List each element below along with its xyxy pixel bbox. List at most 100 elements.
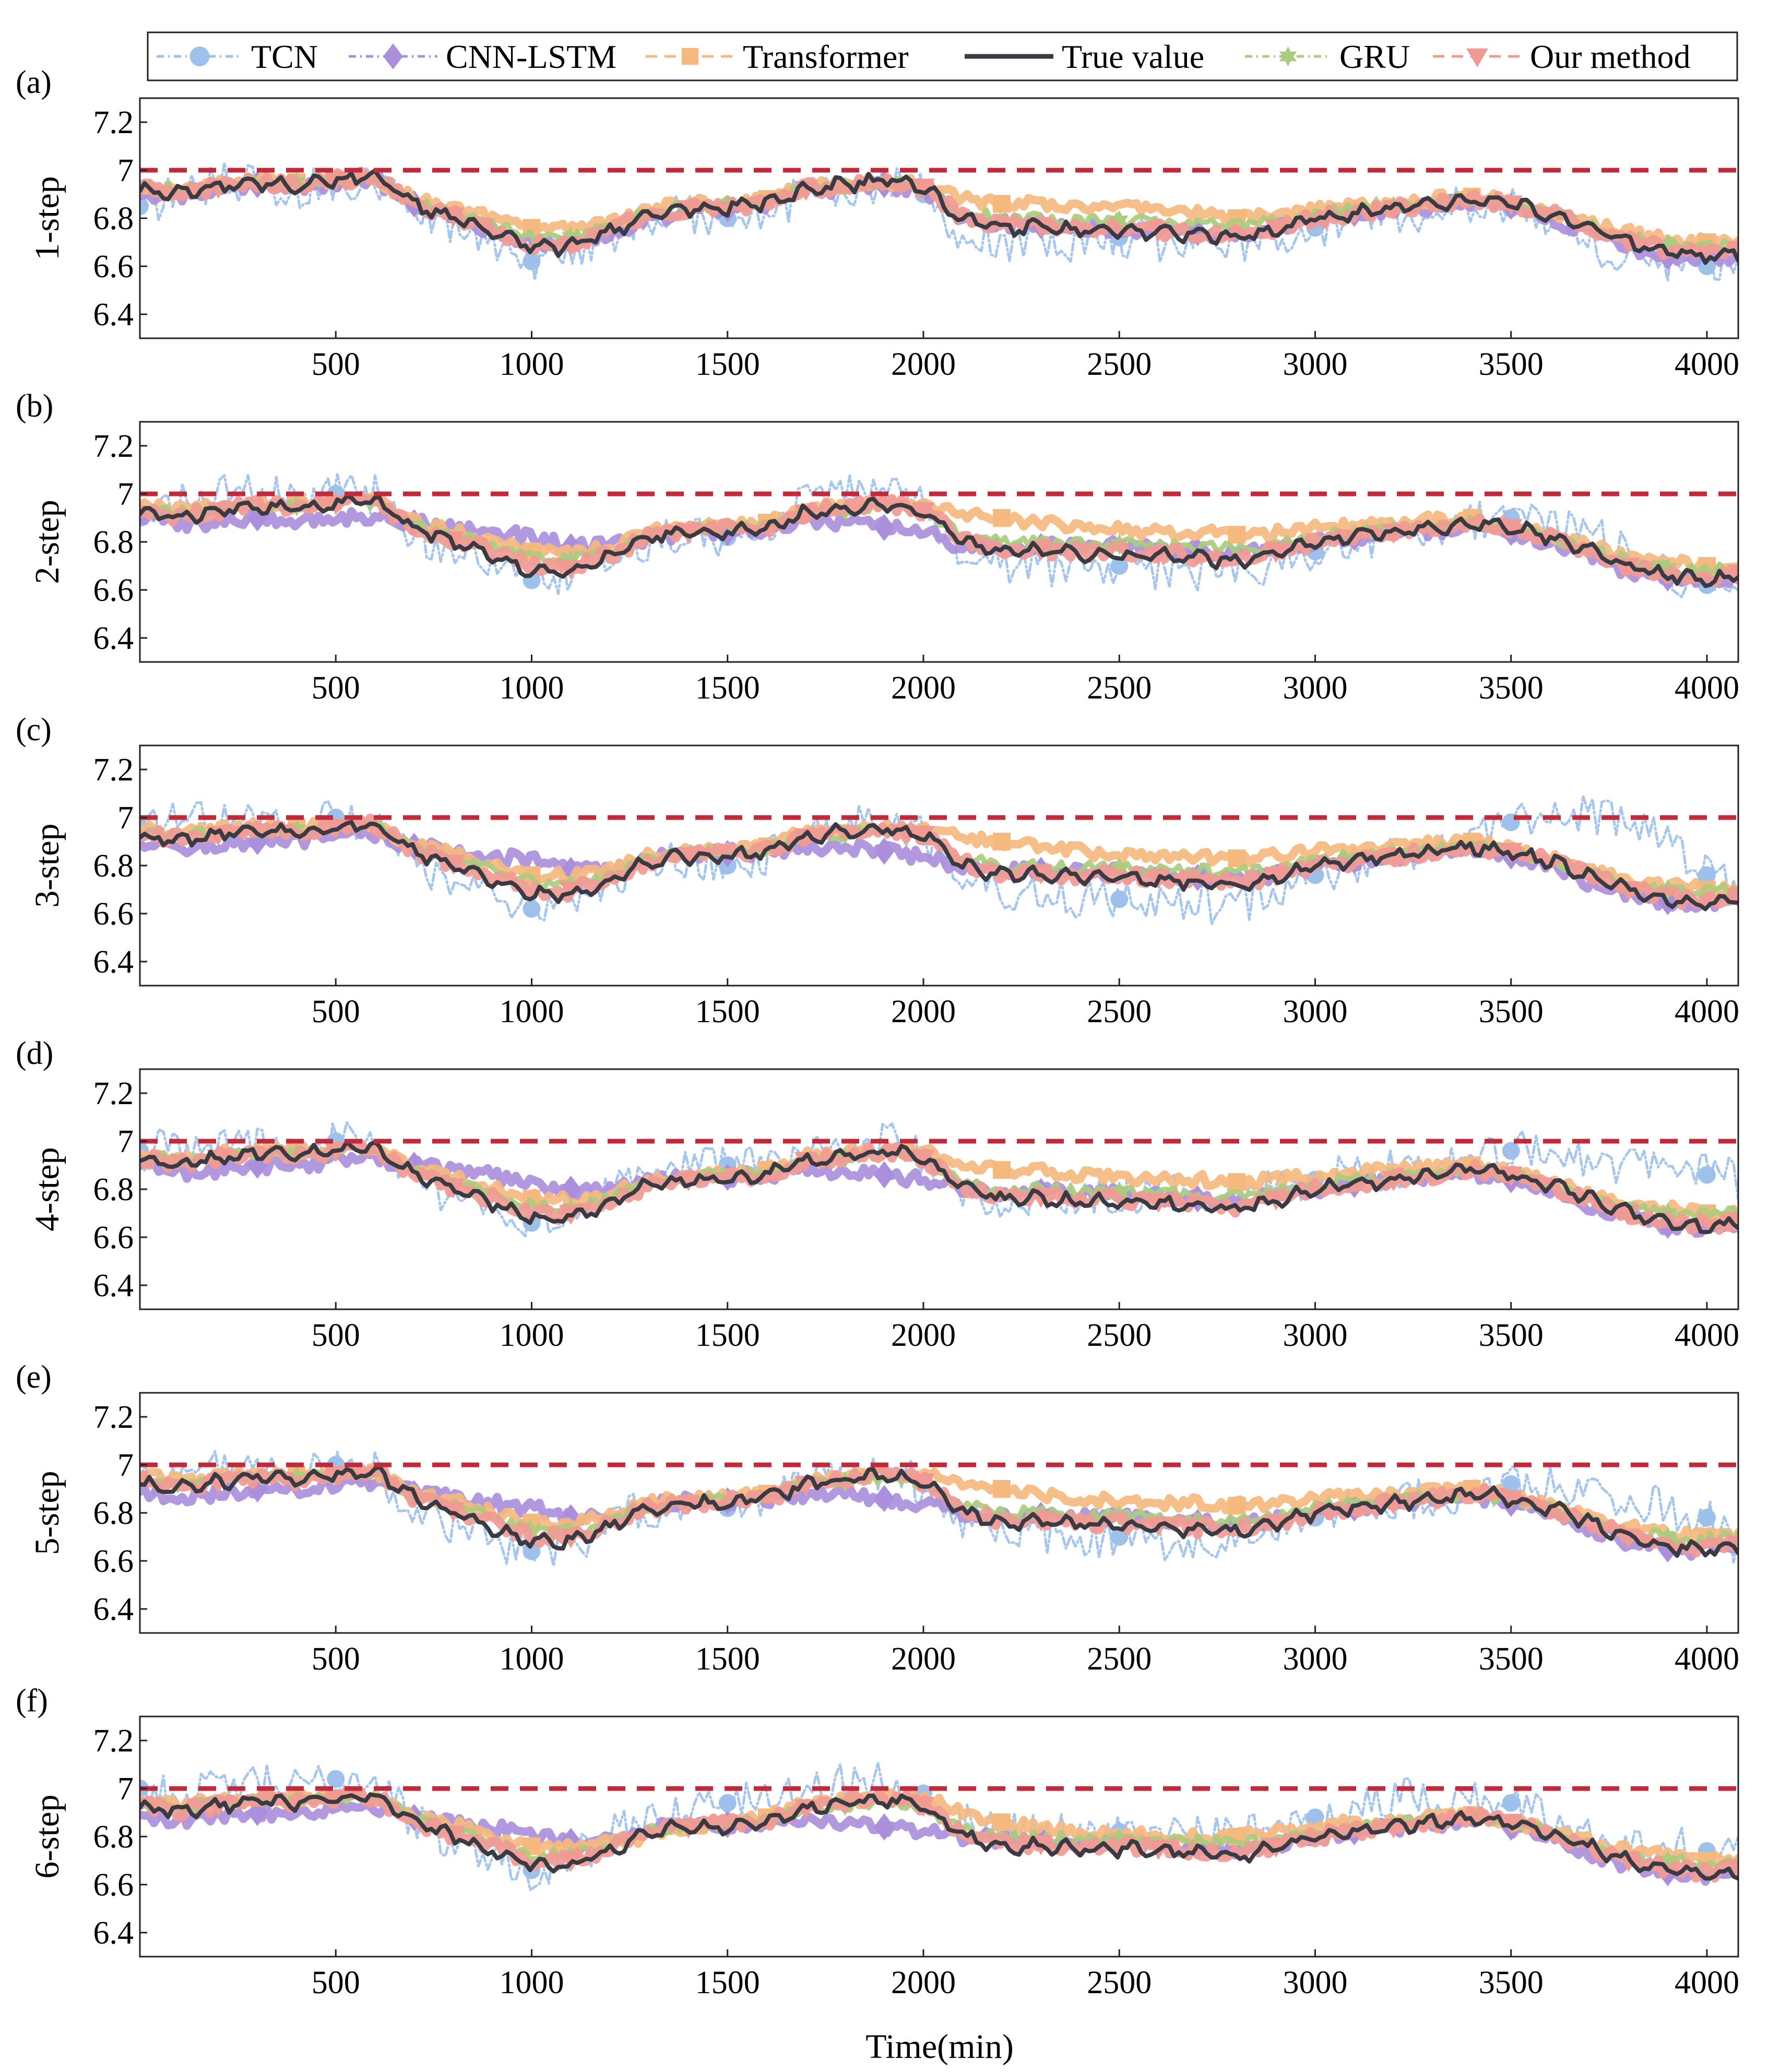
point-cnn_lstm (873, 837, 895, 865)
point-transformer (1228, 526, 1246, 544)
panel-label: (d) (16, 1036, 53, 1071)
y-axis-label: 5-step (28, 1471, 66, 1555)
point-gru (1658, 234, 1677, 255)
x-tick-label: 1000 (499, 347, 564, 382)
series-true_value (140, 1792, 1738, 1881)
x-tick-label: 2500 (1087, 1641, 1152, 1677)
point-tcn (327, 1770, 345, 1788)
y-tick-label: 6.8 (93, 1172, 134, 1207)
x-tick-label: 4000 (1675, 347, 1739, 382)
y-tick-label: 7.2 (93, 1400, 134, 1435)
panel-4: 6.4 6.6 6.8 7 7.2 500 1000 1500 2000 2500 3000 3500… (16, 1036, 1739, 1353)
point-ours (1499, 1814, 1523, 1834)
legend-label-true_value: True value (1062, 38, 1204, 75)
y-tick-label: 7 (117, 1771, 134, 1807)
point-gru (1658, 558, 1677, 579)
y-tick-label: 6.8 (93, 1819, 134, 1855)
point-ours (911, 1150, 935, 1170)
y-tick-label: 6.8 (93, 1496, 134, 1531)
x-tick-label: 1500 (695, 1641, 760, 1677)
point-transformer (993, 1480, 1011, 1498)
x-tick-label: 500 (312, 347, 360, 382)
x-tick-label: 1500 (695, 347, 760, 382)
legend-marker-tcn (189, 46, 210, 66)
x-tick-label: 3500 (1479, 1318, 1544, 1353)
y-tick-label: 7 (117, 800, 134, 836)
point-ours (1499, 1490, 1523, 1510)
legend-label-cnn_lstm: CNN-LSTM (446, 38, 616, 75)
plot-area-6 (140, 1761, 1738, 1891)
y-tick-label: 6.6 (93, 1544, 134, 1579)
legend-item-transformer: Transformer (646, 38, 909, 75)
x-tick-label: 500 (312, 1965, 360, 2000)
panel-3: 6.4 6.6 6.8 7 7.2 500 1000 1500 2000 2500 3000 3500… (16, 712, 1739, 1029)
x-tick-label: 3500 (1479, 1641, 1544, 1677)
point-gru (1110, 1828, 1129, 1850)
legend-label-ours: Our method (1530, 38, 1691, 75)
x-tick-label: 3000 (1283, 347, 1347, 382)
panel-label: (e) (16, 1359, 52, 1395)
x-tick-label: 3500 (1479, 994, 1544, 1029)
x-tick-label: 1000 (499, 670, 564, 706)
panel-2: 6.4 6.6 6.8 7 7.2 500 1000 1500 2000 2500 3000 3500… (16, 388, 1739, 706)
legend-marker-gru (1279, 46, 1297, 66)
y-axis-label: 4-step (28, 1147, 66, 1231)
x-tick-label: 1500 (695, 994, 760, 1029)
y-tick-label: 6.6 (93, 1220, 134, 1256)
point-transformer (993, 833, 1011, 850)
point-transformer (1228, 1173, 1246, 1191)
x-tick-label: 500 (312, 994, 360, 1029)
x-tick-label: 2000 (891, 1641, 956, 1677)
point-tcn (523, 1542, 541, 1560)
point-gru (1658, 1526, 1677, 1547)
point-tcn (523, 899, 541, 918)
y-tick-label: 7 (117, 153, 134, 188)
y-tick-label: 7 (117, 1448, 134, 1483)
point-transformer (993, 1813, 1011, 1831)
y-tick-label: 7.2 (93, 429, 134, 464)
y-tick-label: 6.4 (93, 621, 134, 656)
series-line-true_value (140, 1140, 1738, 1235)
x-tick-label: 2500 (1087, 1965, 1152, 2000)
point-tcn (523, 252, 541, 270)
point-tcn (140, 197, 149, 215)
x-tick-label: 2000 (891, 1965, 956, 2000)
point-ours (1499, 843, 1523, 863)
series-true_value (140, 494, 1738, 588)
x-tick-label: 3000 (1283, 1641, 1347, 1677)
point-ours (1264, 1838, 1288, 1858)
x-tick-label: 1500 (695, 1965, 760, 2000)
y-tick-label: 6.6 (93, 573, 134, 608)
series-true_value (140, 1140, 1738, 1235)
x-tick-label: 2500 (1087, 994, 1152, 1029)
series-line-true_value (140, 1464, 1738, 1558)
point-ours (911, 1473, 935, 1494)
y-axis-label: 2-step (28, 500, 66, 584)
x-tick-label: 1500 (695, 670, 760, 706)
x-tick-label: 3500 (1479, 1965, 1544, 2000)
panels: 6.4 6.6 6.8 7 7.2 500 1000 1500 2000 2500 3000 3500… (16, 65, 1739, 2000)
point-ours (911, 179, 935, 199)
point-gru (287, 1466, 306, 1487)
y-tick-label: 6.4 (93, 1268, 134, 1304)
x-tick-label: 1000 (499, 1965, 564, 2000)
y-tick-label: 6.4 (93, 944, 134, 980)
y-axis-label: 6-step (28, 1794, 66, 1878)
legend-label-gru: GRU (1339, 38, 1410, 75)
y-tick-label: 6.4 (93, 1592, 134, 1627)
y-axis-label: 3-step (28, 823, 66, 907)
series-line-true_value (140, 1792, 1738, 1881)
x-tick-label: 2000 (891, 347, 956, 382)
point-gru (1110, 1181, 1129, 1202)
series-true_value (140, 1464, 1738, 1558)
point-ours (677, 1171, 700, 1191)
point-gru (1110, 210, 1129, 231)
y-tick-label: 7.2 (93, 752, 134, 788)
y-tick-label: 6.6 (93, 1867, 134, 1903)
point-tcn (1502, 1142, 1520, 1160)
plot-area-1 (140, 161, 1738, 282)
point-tcn (1698, 1509, 1716, 1527)
x-tick-label: 2500 (1087, 347, 1152, 382)
point-ours (911, 826, 935, 846)
